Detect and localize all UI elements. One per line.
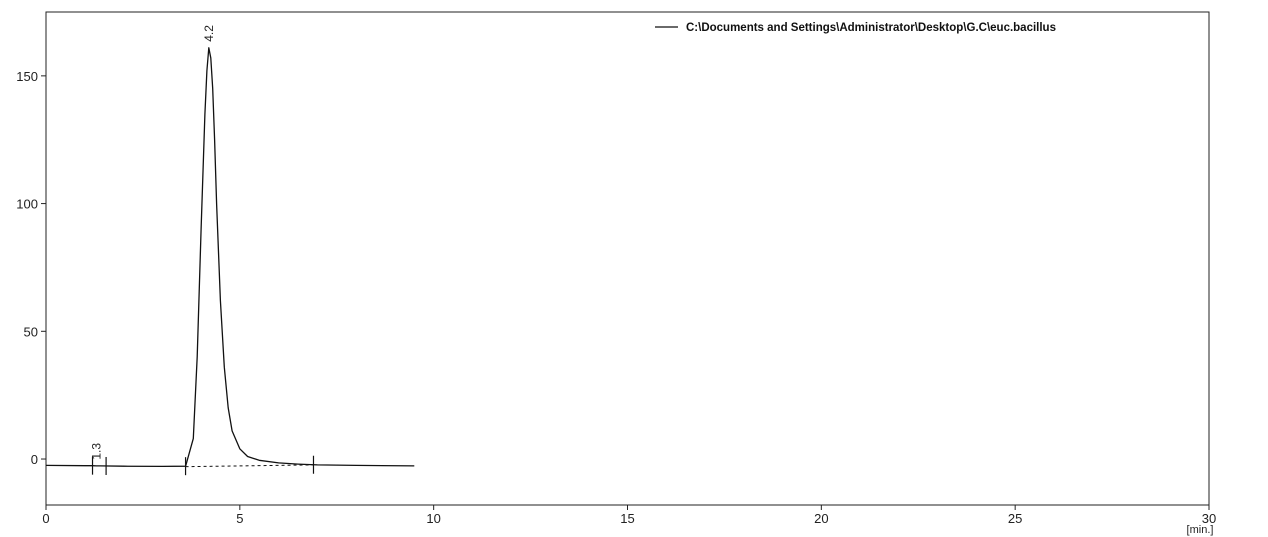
integration-markers: [91, 455, 315, 476]
x-tick-label: 10: [426, 511, 440, 526]
x-tick-label: 0: [42, 511, 49, 526]
legend: C:\Documents and Settings\Administrator\…: [655, 22, 1056, 34]
x-tick-label: 5: [236, 511, 243, 526]
x-axis-unit-label: [min.]: [1187, 524, 1214, 536]
peak-label: 4.2: [202, 25, 216, 42]
x-tick-label: 20: [814, 511, 828, 526]
y-tick-label: 100: [16, 197, 38, 212]
baseline-dashed-line: [185, 464, 314, 468]
integration-baseline: [185, 464, 314, 468]
y-axis: 0 50 100 150: [16, 69, 46, 467]
x-tick-label: 15: [620, 511, 634, 526]
peak-labels: 1.3 4.2: [89, 25, 215, 460]
legend-label: C:\Documents and Settings\Administrator\…: [686, 22, 1056, 34]
x-tick-label: 25: [1008, 511, 1022, 526]
y-tick-label: 50: [24, 324, 38, 339]
peak-label: 1.3: [89, 443, 103, 460]
x-axis: 0 5 10 15 20 25 30: [42, 505, 1216, 526]
y-tick-label: 150: [16, 69, 38, 84]
x-tick-label: 30: [1202, 511, 1216, 526]
series-layer: [45, 47, 415, 468]
series-line: [45, 47, 415, 468]
y-tick-label: 0: [31, 452, 38, 467]
plot-frame: [45, 11, 1210, 506]
